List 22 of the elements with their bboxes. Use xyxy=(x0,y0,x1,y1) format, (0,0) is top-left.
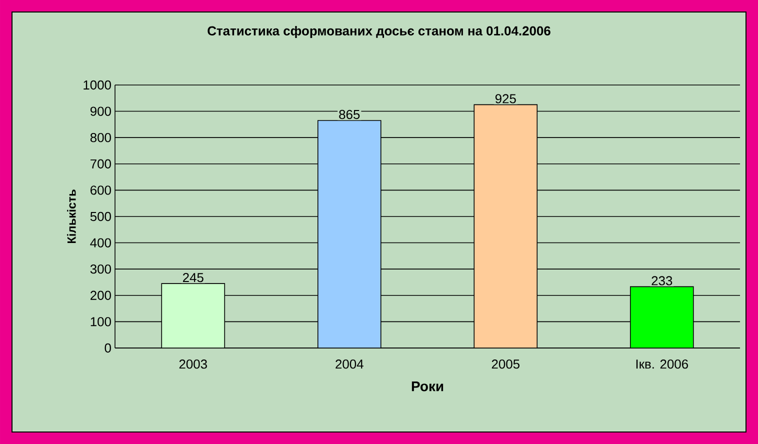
y-tick-label: 500 xyxy=(90,212,111,222)
data-label: 865 xyxy=(339,110,360,120)
x-tick-label: 2004 xyxy=(336,360,364,369)
y-tick-label: 100 xyxy=(90,317,111,326)
y-tick-label: 400 xyxy=(90,238,111,248)
y-tick-label: 300 xyxy=(90,264,111,274)
y-tick-label: 1000 xyxy=(84,80,111,90)
y-tick-label: 600 xyxy=(90,186,111,195)
x-tick-label: Ікв. 2006 xyxy=(636,360,688,369)
data-label: 233 xyxy=(652,276,672,286)
y-tick-label: 700 xyxy=(90,159,111,168)
y-tick-label: 800 xyxy=(90,132,111,142)
x-axis-title: Роки xyxy=(412,382,444,392)
y-axis-title: Кількість xyxy=(67,190,76,244)
data-label: 245 xyxy=(182,272,204,282)
y-tick-label: 200 xyxy=(90,290,111,300)
x-tick-label: 2003 xyxy=(179,360,207,369)
x-tick-label: 2005 xyxy=(492,360,520,369)
y-tick-label: 0 xyxy=(104,343,111,353)
chart-title: Статистика сформованих досьє станом на 01.04.2006 xyxy=(208,26,550,38)
y-tick-label: 900 xyxy=(90,106,111,116)
data-label: 925 xyxy=(495,94,516,104)
